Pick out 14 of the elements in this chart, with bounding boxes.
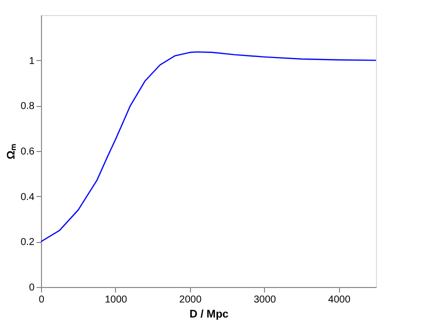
y-tick-label: 0.8 <box>20 101 35 112</box>
line-series <box>40 51 377 242</box>
x-tick-label: 3000 <box>254 294 276 306</box>
x-axis-title: D / Mpc <box>189 308 229 320</box>
x-tick-label: 1000 <box>104 294 128 306</box>
y-tick-label: 0.2 <box>20 237 35 248</box>
y-tick-label: 1 <box>28 56 35 67</box>
y-tick-label: 0.6 <box>20 146 35 158</box>
x-tick-label: 2000 <box>179 294 202 306</box>
y-axis-title: Ωₘ <box>6 144 18 160</box>
x-tick-label: 4000 <box>328 294 351 306</box>
y-tick-label: 0.4 <box>20 192 35 203</box>
x-tick-label: 0 <box>38 294 45 306</box>
y-tick-label: 0 <box>28 282 35 294</box>
